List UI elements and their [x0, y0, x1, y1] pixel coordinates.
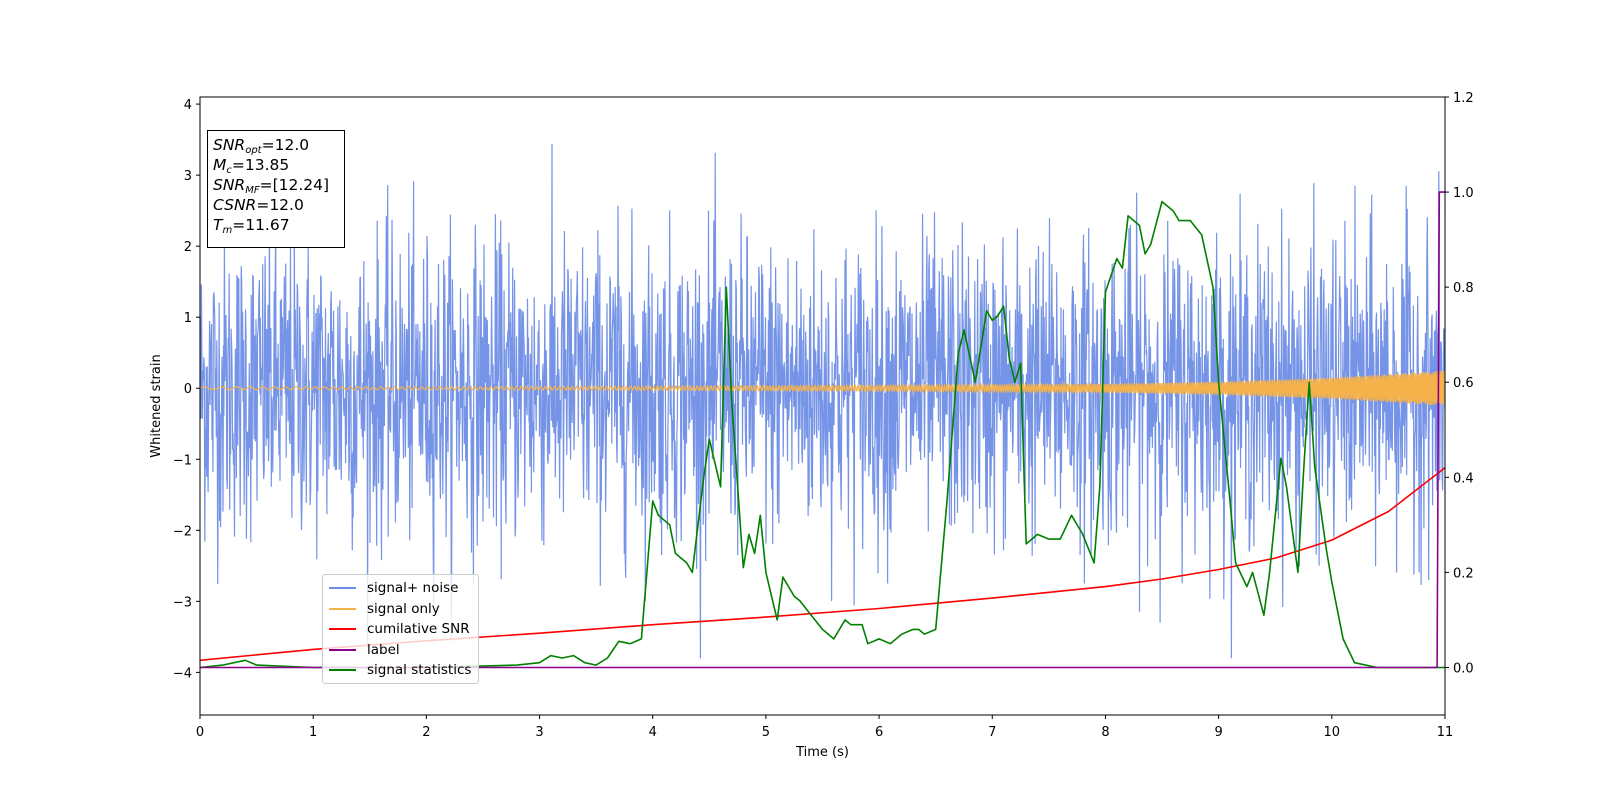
legend-item: cumilative SNR [329, 619, 472, 640]
annotation-symbol: SNR [213, 176, 246, 194]
series-signal-only [200, 370, 1445, 406]
x-tick-label: 0 [196, 725, 204, 740]
y-tick-label-right: 0.2 [1453, 566, 1474, 581]
legend-swatch [329, 648, 356, 651]
annotation-value: =13.85 [231, 156, 290, 174]
x-tick-label: 1 [309, 725, 317, 740]
series-label [200, 191, 1445, 669]
y-axis-label: Whitened strain [149, 354, 164, 457]
annotation-value: =11.67 [232, 216, 290, 234]
y-tick-label-right: 1.0 [1453, 186, 1474, 201]
x-axis-label: Time (s) [795, 745, 849, 760]
annotation-value: =[12.24] [259, 176, 330, 194]
plot-frame [199, 96, 1446, 716]
y-tick-label-left: −4 [173, 666, 192, 681]
x-tick-label: 2 [422, 725, 430, 740]
annotation-symbol: T [213, 216, 223, 234]
legend-label: signal+ noise [367, 580, 459, 597]
y-tick-label-right: 0.6 [1453, 376, 1474, 391]
annotation-line: Mc=13.85 [213, 155, 339, 176]
y-tick-label-left: 3 [184, 169, 192, 184]
y-tick-label-left: −1 [173, 453, 192, 468]
legend-swatch [329, 628, 356, 631]
legend-label: signal statistics [367, 662, 472, 679]
y-tick-label-left: 1 [184, 311, 192, 326]
annotation-value: =12.0 [256, 196, 304, 214]
y-tick-label-left: 4 [184, 98, 192, 113]
legend-item: signal only [329, 599, 472, 620]
legend-item: signal statistics [329, 660, 472, 681]
annotation-symbol: CSNR [213, 196, 257, 214]
x-tick-label: 8 [1101, 725, 1109, 740]
y-tick-label-left: −2 [173, 524, 192, 539]
x-tick-label: 11 [1437, 725, 1454, 740]
legend-item: signal+ noise [329, 578, 472, 599]
x-tick-label: 5 [762, 725, 770, 740]
annotation-symbol: M [213, 156, 227, 174]
x-tick-label: 3 [535, 725, 543, 740]
annotation-value: =12.0 [261, 136, 310, 154]
x-tick-label: 7 [988, 725, 996, 740]
x-tick-label: 9 [1214, 725, 1222, 740]
annotation-line: Tm=11.67 [213, 215, 339, 236]
y-tick-label-right: 0.4 [1453, 471, 1474, 486]
annotation-subscript: opt [245, 145, 262, 156]
legend: signal+ noise signal only cumilative SNR la… [322, 574, 479, 684]
y-tick-label-right: 1.2 [1453, 91, 1474, 106]
annotation-subscript: MF [245, 185, 260, 196]
annotation-symbol: SNR [213, 136, 246, 154]
x-tick-label: 10 [1324, 725, 1341, 740]
x-tick-label: 4 [649, 725, 657, 740]
annotation-line: SNRMF=[12.24] [213, 175, 339, 196]
annotation-subscript: m [222, 225, 233, 236]
y-tick-label-right: 0.8 [1453, 281, 1474, 296]
legend-item: label [329, 640, 472, 661]
y-tick-label-left: 0 [184, 382, 192, 397]
legend-swatch [329, 669, 356, 672]
annotation-subscript: c [226, 165, 232, 176]
series-signal-noise [200, 143, 1445, 659]
legend-label: cumilative SNR [367, 621, 470, 638]
legend-label: signal only [367, 600, 440, 617]
annotation-box: SNRopt=12.0 Mc=13.85 SNRMF=[12.24] CSNR=12.… [207, 130, 345, 248]
series-signal-statistics [200, 200, 1445, 669]
x-tick-label: 6 [875, 725, 883, 740]
y-tick-label-left: 2 [184, 240, 192, 255]
legend-label: label [367, 641, 400, 658]
legend-swatch [329, 607, 356, 610]
y-tick-label-right: 0.0 [1453, 661, 1474, 676]
annotation-line: SNRopt=12.0 [213, 135, 339, 156]
y-tick-label-left: −3 [173, 595, 192, 610]
annotation-line: CSNR=12.0 [213, 195, 339, 215]
legend-swatch [329, 587, 356, 590]
